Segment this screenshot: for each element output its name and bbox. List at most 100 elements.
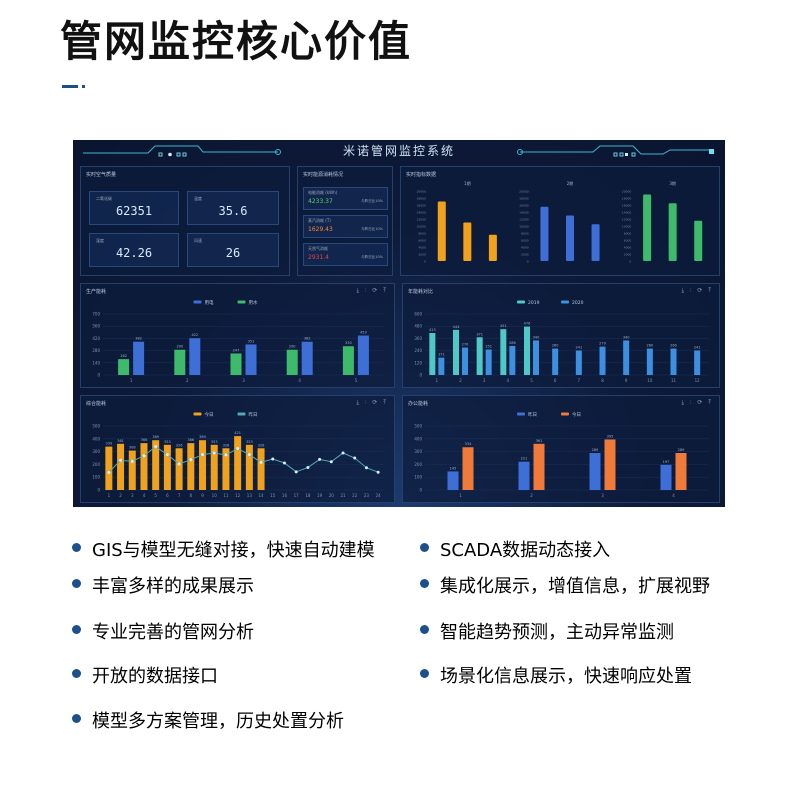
data-label: 330 bbox=[345, 341, 352, 345]
data-label: 182 bbox=[120, 354, 127, 358]
panel-title: 实时能源消耗情况 bbox=[303, 172, 344, 178]
y-tick-label: 280 bbox=[92, 348, 100, 353]
panel-title: 年能耗对比 bbox=[408, 289, 434, 295]
bar bbox=[668, 203, 677, 261]
x-tick-label: 4 bbox=[143, 493, 146, 498]
air-quality-panel: 实时空气质量 二氧化碳 62351 温度 35.6 湿度 42.26 风速 26 bbox=[80, 166, 290, 276]
data-label: 351 bbox=[248, 339, 255, 343]
y-tick-label: 4000 bbox=[624, 246, 632, 250]
bar bbox=[524, 326, 530, 375]
bar bbox=[152, 440, 160, 490]
bar bbox=[462, 447, 474, 490]
bar bbox=[174, 349, 186, 375]
y-tick-label: 20000 bbox=[416, 190, 426, 194]
bullet-icon bbox=[72, 625, 81, 634]
bar bbox=[604, 439, 616, 490]
bar bbox=[163, 444, 171, 490]
data-label: 382 bbox=[304, 337, 311, 341]
legend-label: 2020 bbox=[572, 300, 584, 306]
bar bbox=[500, 329, 507, 375]
energy-panel: 实时能源消耗情况 电能消耗 (kWh) 4233.37 与昨日比10% 蒸汽消耗 (… bbox=[297, 166, 393, 276]
y-tick-label: 2000 bbox=[521, 253, 529, 257]
line-point bbox=[364, 466, 368, 470]
bar bbox=[189, 338, 201, 375]
bar bbox=[429, 333, 436, 375]
y-tick-label: 10000 bbox=[622, 225, 632, 229]
legend-label: 今日 bbox=[205, 411, 214, 418]
comprehensive-energy-panel: 综合能耗 ⤓ ⫶ ⟳ ⤒ 0 100 200 300 400 500 今日 昨日 1 339 2 36… bbox=[80, 395, 395, 503]
y-tick-label: 300 bbox=[92, 449, 100, 454]
legend-label: 2019 bbox=[528, 300, 540, 306]
x-tick-label: 3 bbox=[483, 378, 486, 383]
x-tick-label: 8 bbox=[190, 493, 193, 498]
stat-label: 湿度 bbox=[96, 238, 104, 243]
y-tick-label: 16000 bbox=[622, 204, 632, 208]
data-label: 241 bbox=[575, 345, 582, 349]
feature-text: SCADA数据动态接入 bbox=[440, 540, 611, 561]
stat-card: 湿度 42.26 bbox=[89, 233, 179, 267]
data-label: 451 bbox=[500, 324, 507, 328]
x-tick-label: 19 bbox=[317, 493, 323, 498]
y-tick-label: 120 bbox=[414, 360, 422, 365]
y-tick-label: 600 bbox=[414, 312, 422, 317]
x-tick-label: 1 bbox=[436, 378, 439, 383]
bar bbox=[210, 444, 218, 490]
bar bbox=[222, 448, 230, 490]
bullet-icon bbox=[72, 669, 81, 678]
energy-card: 天然气消耗 2931.4 与昨日比10% bbox=[303, 243, 388, 266]
x-tick-label: 5 bbox=[530, 378, 533, 383]
y-tick-label: 0 bbox=[97, 488, 100, 493]
x-tick-label: 5 bbox=[355, 378, 358, 383]
chart-toolbar[interactable]: ⤓ ⫶ ⟳ ⤒ bbox=[681, 399, 713, 406]
data-label: 241 bbox=[694, 345, 701, 349]
line-point bbox=[376, 470, 380, 474]
data-label: 145 bbox=[450, 466, 457, 470]
x-tick-label: 2 bbox=[119, 493, 122, 498]
energy-compare: 与昨日比10% bbox=[361, 199, 383, 203]
line-point bbox=[294, 470, 298, 474]
y-tick-label: 6000 bbox=[521, 239, 529, 243]
bar bbox=[591, 224, 600, 261]
panel-title: 实时指标数据 bbox=[406, 172, 437, 178]
y-tick-label: 14000 bbox=[416, 211, 426, 215]
feature-text: 场景化信息展示，快速响应处置 bbox=[440, 666, 692, 687]
legend-label: 用电 bbox=[205, 299, 214, 306]
legend-swatch bbox=[237, 412, 246, 416]
chart-toolbar[interactable]: ⤓ ⫶ ⟳ ⤒ bbox=[356, 287, 388, 294]
bar bbox=[599, 346, 606, 375]
feature-text: 集成化展示，增值信息，扩展视野 bbox=[440, 576, 710, 597]
line-point bbox=[212, 451, 216, 455]
data-label: 308 bbox=[129, 446, 136, 450]
chart-toolbar[interactable]: ⤓ ⫶ ⟳ ⤒ bbox=[681, 287, 713, 294]
x-tick-label: 16 bbox=[282, 493, 288, 498]
bar bbox=[675, 453, 687, 490]
bar bbox=[199, 440, 207, 490]
x-tick-label: 18 bbox=[305, 493, 311, 498]
dashboard-header: 米诺管网监控系统 bbox=[73, 140, 725, 162]
bar bbox=[357, 335, 369, 375]
y-tick-label: 6000 bbox=[624, 239, 632, 243]
chart-svg: 0 100 200 300 400 500 昨日 今日 1 145 334 2 221 361 3 289 39… bbox=[414, 411, 709, 498]
chart-toolbar[interactable]: ⤓ ⫶ ⟳ ⤒ bbox=[356, 399, 388, 406]
x-tick-label: 3 bbox=[242, 378, 245, 383]
bar bbox=[670, 348, 677, 375]
y-tick-label: 12000 bbox=[416, 218, 426, 222]
data-label: 326 bbox=[223, 443, 230, 447]
data-label: 340 bbox=[623, 335, 630, 339]
line-point bbox=[247, 453, 251, 457]
line-point bbox=[165, 453, 169, 457]
production-energy-panel: 生产能耗 ⤓ ⫶ ⟳ ⤒ 0 140 280 420 560 700 用电 用水 1 182 382… bbox=[80, 283, 395, 388]
feature-text: 丰富多样的成果展示 bbox=[92, 576, 254, 597]
bar bbox=[694, 220, 703, 261]
bar bbox=[533, 340, 539, 375]
stat-label: 二氧化碳 bbox=[96, 196, 112, 201]
data-label: 476 bbox=[524, 322, 531, 326]
bar bbox=[245, 344, 257, 375]
line-point bbox=[341, 451, 345, 455]
x-tick-label: 2 bbox=[459, 378, 462, 383]
bar bbox=[540, 206, 549, 261]
y-tick-label: 18000 bbox=[416, 197, 426, 201]
bar bbox=[463, 222, 472, 261]
data-label: 197 bbox=[663, 460, 670, 464]
